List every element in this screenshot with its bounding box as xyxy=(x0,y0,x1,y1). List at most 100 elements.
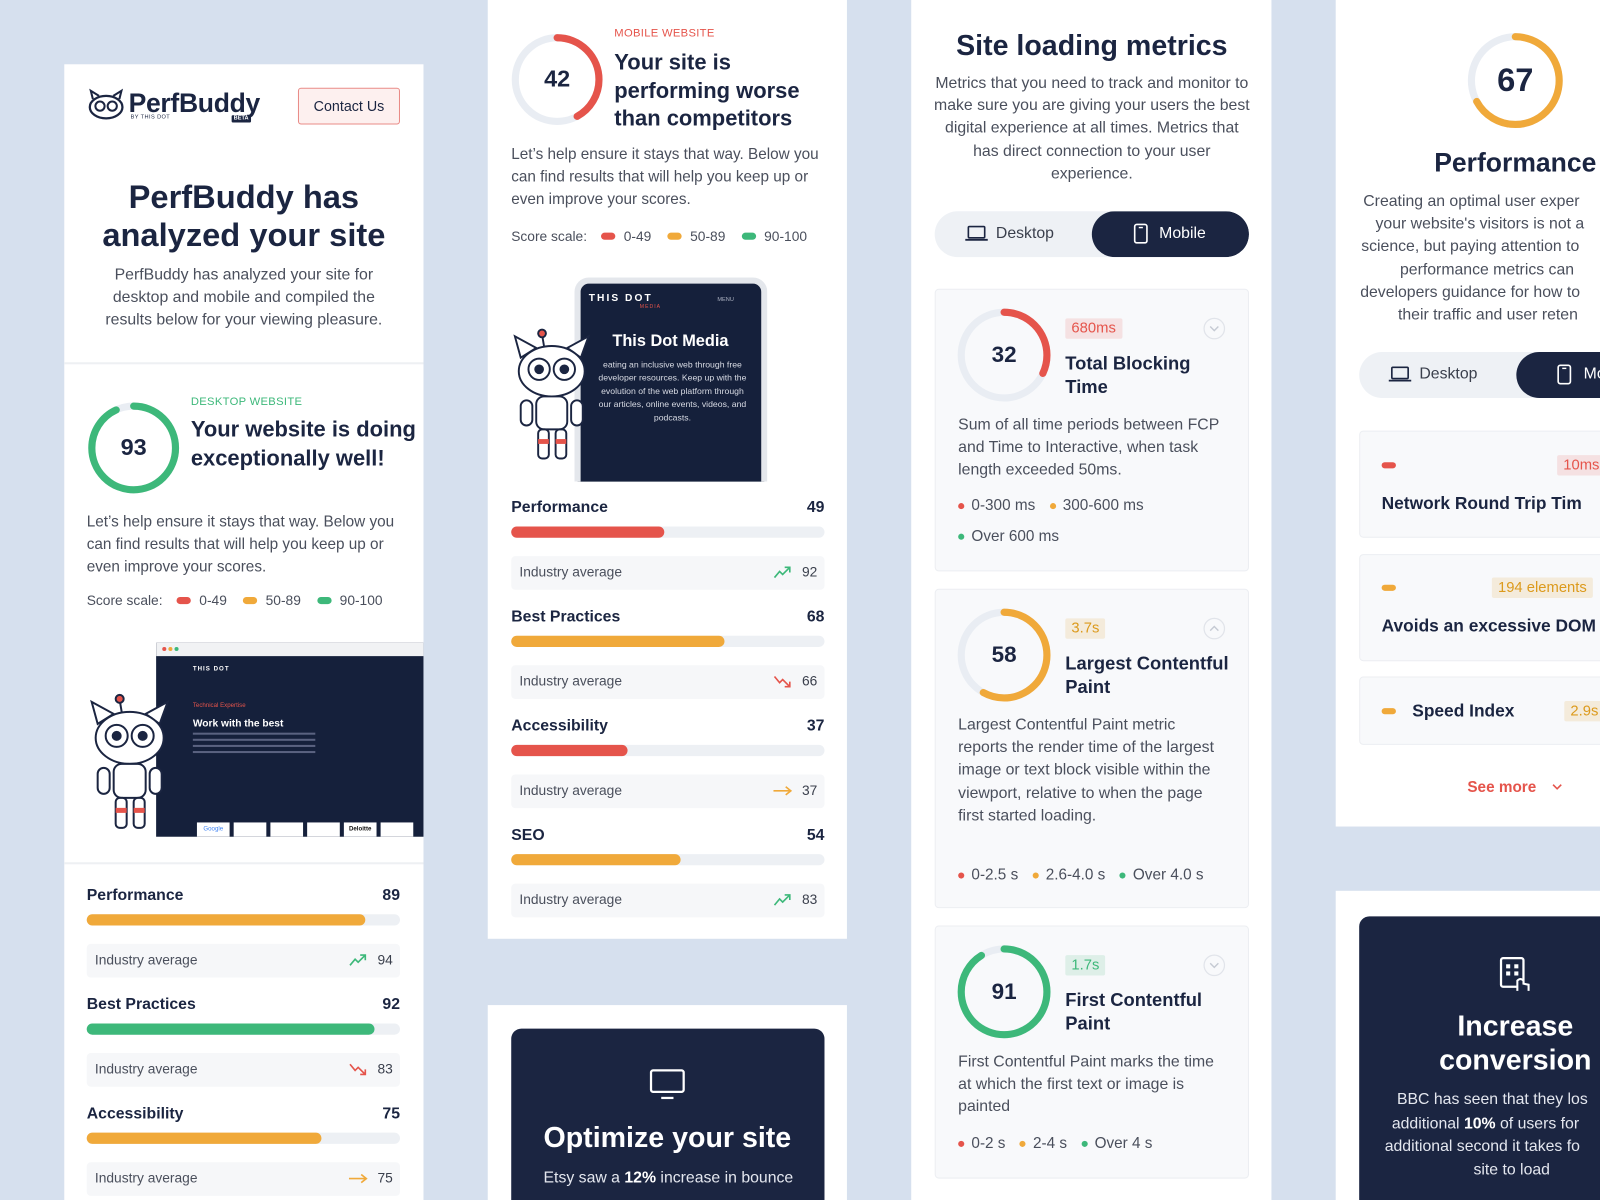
metric-name: Best Practices xyxy=(86,995,196,1014)
legend-item: 0-2.5 s xyxy=(958,865,1018,885)
trend-icon xyxy=(773,676,791,688)
industry-label: Industry average xyxy=(519,673,623,689)
logo-tile-text: Deloitte xyxy=(348,826,372,833)
trend-arrow xyxy=(773,676,791,688)
browser-dot xyxy=(168,646,173,652)
score-track xyxy=(511,854,825,866)
score-bar xyxy=(511,635,725,647)
gauge-arc xyxy=(88,402,180,494)
scale-range: 0-49 xyxy=(623,228,652,244)
metric-card xyxy=(934,925,1249,1179)
audit-dash xyxy=(1381,584,1396,591)
metric-card xyxy=(934,588,1249,909)
scale-range: 90-100 xyxy=(339,592,383,608)
trend-arrow xyxy=(360,1173,368,1184)
tab-label: Mobile xyxy=(1583,365,1600,383)
gauge-arc xyxy=(957,945,1051,1039)
monitor-screen xyxy=(649,1069,685,1093)
gauge-score: 42 xyxy=(544,65,571,92)
arm xyxy=(148,766,163,795)
browser-dot xyxy=(162,646,167,652)
see-more-link[interactable]: See more xyxy=(1467,778,1537,797)
legend-dot xyxy=(1049,503,1056,510)
value-badge: 3.7s xyxy=(1065,618,1106,639)
score-scale-label: Score scale: xyxy=(86,592,163,608)
metric-score: 49 xyxy=(806,498,825,517)
promo-text-part: Etsy saw a xyxy=(543,1169,625,1187)
pupil xyxy=(534,364,544,375)
page-description: PerfBuddy has analyzed your site for des… xyxy=(105,266,383,329)
gauge-score: 32 xyxy=(991,341,1017,368)
audit-dash xyxy=(1381,462,1396,469)
audit-name: Network Round Trip Tim xyxy=(1381,493,1582,514)
legend-label: Over 4 s xyxy=(1094,1134,1153,1153)
legend-item: Over 4 s xyxy=(1081,1134,1152,1154)
contact-button[interactable]: Contact Us xyxy=(297,87,400,125)
browser-dot xyxy=(174,646,179,652)
chevron xyxy=(1552,784,1562,790)
screenshot-headline: Work with the best xyxy=(192,717,284,730)
metric-name: Total Blocking Time xyxy=(1065,352,1191,397)
logo-tile xyxy=(233,822,267,837)
section-label: MOBILE WEBSITE xyxy=(614,27,715,40)
section-description: Metrics that you need to track and monit… xyxy=(934,74,1250,183)
promo-text-part: additional xyxy=(1391,1115,1464,1133)
logo-by: BY THIS DOT xyxy=(130,114,171,121)
leg-band xyxy=(133,807,145,813)
metric-name: Accessibility xyxy=(86,1105,184,1123)
trend-arrow xyxy=(773,894,791,906)
expand-toggle xyxy=(1203,954,1226,977)
tab-label: Desktop xyxy=(1419,365,1478,383)
industry-value: 92 xyxy=(802,564,818,580)
section-heading: Your site is performing worse than compe… xyxy=(614,50,800,131)
legend-label: 300-600 ms xyxy=(1062,496,1144,515)
trend-icon xyxy=(773,894,791,906)
toggle-ring xyxy=(1203,954,1226,977)
logo-tile xyxy=(380,822,414,837)
metric-name: SEO xyxy=(511,826,545,844)
site-screenshot: THIS DOT Technical Expertise Work with the… xyxy=(156,642,424,837)
device-tabs[interactable] xyxy=(934,211,1249,258)
value-badge: 194 elements xyxy=(1491,577,1593,598)
legend-item: 0-300 ms xyxy=(958,496,1035,516)
contact-button-label: Contact Us xyxy=(313,97,385,115)
gauge-arc xyxy=(957,608,1051,702)
phone-mockup: THIS DOT MEDIA MENU This Dot Media eating an… xyxy=(574,277,768,482)
score-track xyxy=(86,1023,400,1035)
laptop-icon xyxy=(965,225,988,241)
scale-swatch xyxy=(667,232,682,240)
legend-item: 0-2 s xyxy=(958,1134,1005,1154)
window xyxy=(1506,964,1511,969)
legend-dot xyxy=(1081,1140,1088,1147)
legend-label: Over 600 ms xyxy=(971,527,1060,545)
page-title: PerfBuddy has analyzed your site xyxy=(102,178,386,253)
logo-text: PerfBuddy xyxy=(128,87,261,119)
browser-bar xyxy=(156,642,424,657)
metric-name: Performance xyxy=(511,498,608,517)
audit-name: Speed Index xyxy=(1412,700,1515,721)
tab-active[interactable] xyxy=(1091,211,1249,258)
promo-text-bold: 12% xyxy=(624,1169,657,1187)
laptop-icon xyxy=(1388,366,1412,382)
trend-arrow xyxy=(360,1069,367,1076)
pupil xyxy=(111,730,122,741)
scale-swatch xyxy=(601,232,616,240)
metric-name: Performance xyxy=(86,886,184,905)
logo-ear xyxy=(89,88,100,100)
industry-row xyxy=(511,556,825,590)
score-track xyxy=(511,635,825,647)
section-description: your website's visitors is not a xyxy=(1375,215,1585,233)
trend-arrow xyxy=(784,894,791,900)
divider xyxy=(64,862,424,864)
mascot-body xyxy=(90,693,170,829)
torso xyxy=(535,395,569,431)
trend-arrow xyxy=(360,954,367,961)
toggle-ring xyxy=(1203,317,1226,340)
logo-tile-text: Google xyxy=(203,826,224,833)
logo-tile xyxy=(307,822,340,837)
industry-row xyxy=(511,883,825,918)
section-description: developers guidance for how to xyxy=(1360,283,1581,301)
device-tabs[interactable] xyxy=(1359,352,1600,398)
gauge-arc xyxy=(1467,33,1563,129)
